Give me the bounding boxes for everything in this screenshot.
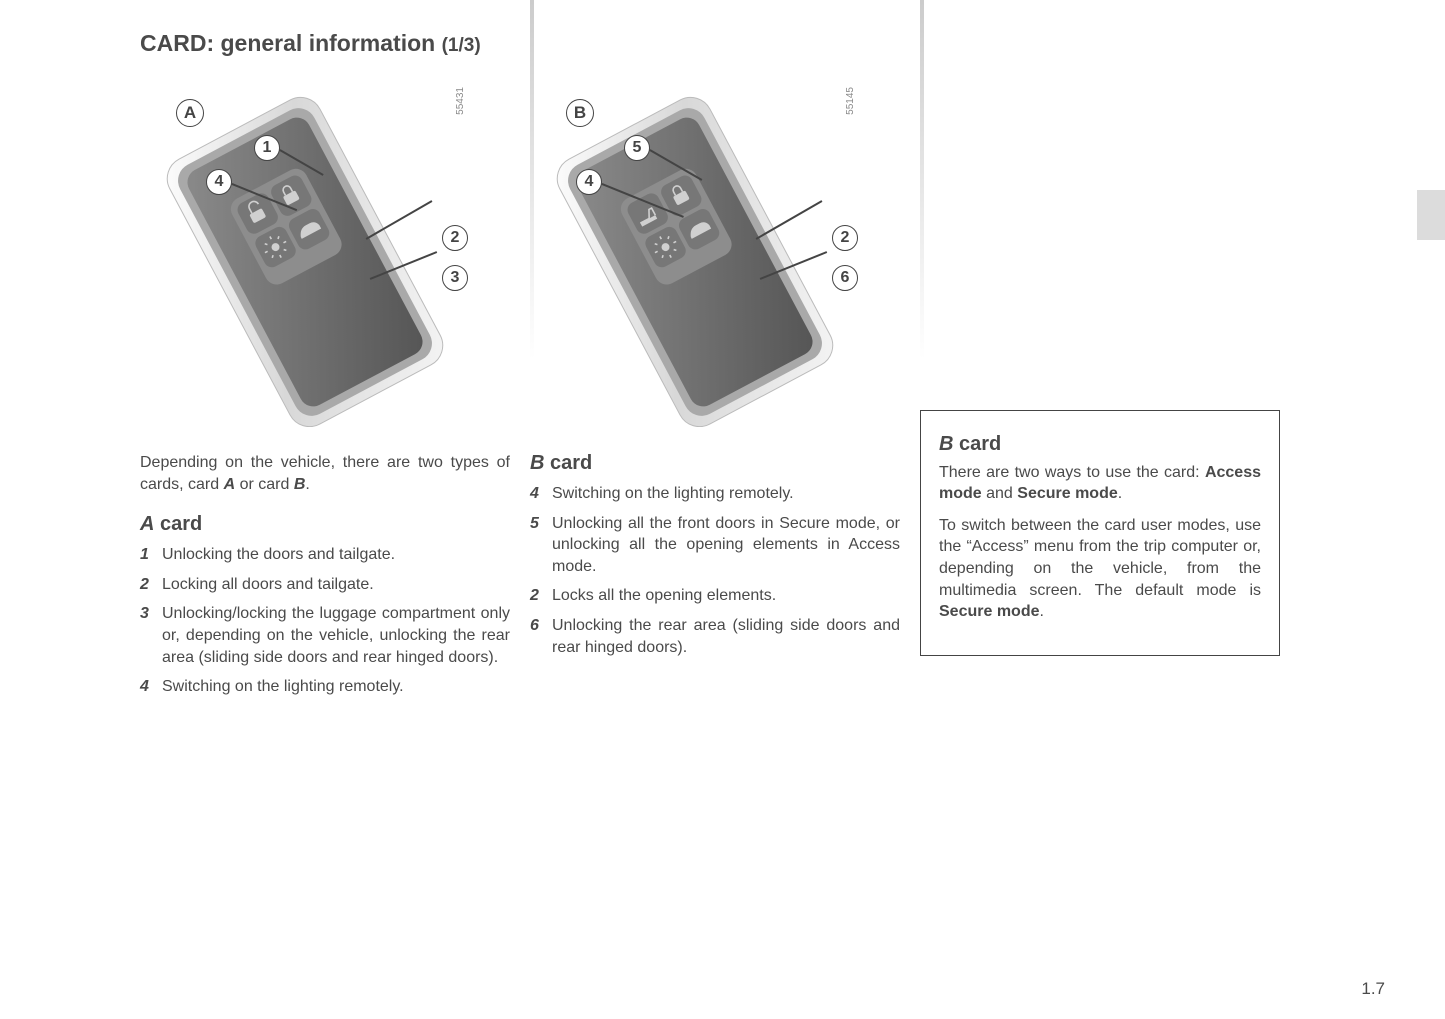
item-text: Locking all doors and tailgate. bbox=[162, 574, 374, 596]
item-text: Unlocking the doors and tailgate. bbox=[162, 544, 395, 566]
callout-b4: 4 bbox=[576, 169, 602, 195]
infobox-p1-mid: and bbox=[982, 485, 1018, 502]
intro-bold-b: B bbox=[294, 476, 306, 493]
list-item: 2 Locking all doors and tailgate. bbox=[140, 574, 510, 596]
list-item: 2 Locks all the opening elements. bbox=[530, 585, 900, 607]
list-item: 6Unlocking the rear area (sliding side d… bbox=[530, 615, 900, 658]
infobox-head-word: card bbox=[953, 433, 1001, 455]
a-head-word: card bbox=[154, 513, 202, 535]
infobox-p2-a: To switch between the card user modes, u… bbox=[939, 517, 1261, 599]
callout-a2: 2 bbox=[442, 225, 468, 251]
infobox-p2: To switch between the card user modes, u… bbox=[939, 515, 1261, 623]
callout-a1: 1 bbox=[254, 135, 280, 161]
callout-a4: 4 bbox=[206, 169, 232, 195]
infobox-p2-b: Secure mode bbox=[939, 603, 1039, 620]
item-number: 2 bbox=[530, 585, 544, 607]
intro-mid: or card bbox=[235, 476, 294, 493]
callout-a3: 3 bbox=[442, 265, 468, 291]
title-sub: (1/3) bbox=[442, 35, 481, 56]
item-number: 4 bbox=[530, 483, 544, 505]
a-head-letter: A bbox=[140, 513, 154, 535]
page-title: CARD: general information (1/3) bbox=[140, 30, 1385, 57]
page-number: 1.7 bbox=[1361, 979, 1385, 999]
list-item: 3Unlocking/locking the luggage compartme… bbox=[140, 603, 510, 668]
column-b: B 55145 5 4 2 6 B card 4 Switching on the… bbox=[530, 77, 910, 706]
figure-b: B 55145 5 4 2 6 bbox=[530, 77, 860, 432]
infobox-p1-a: There are two ways to use the card: bbox=[939, 464, 1205, 481]
infobox-heading: B card bbox=[939, 433, 1261, 456]
infobox-p1-end: . bbox=[1118, 485, 1122, 502]
infobox-b-card: B card There are two ways to use the car… bbox=[920, 410, 1280, 656]
item-text: Locks all the opening elements. bbox=[552, 585, 776, 607]
item-number: 6 bbox=[530, 615, 544, 658]
item-text: Unlocking/locking the luggage compartmen… bbox=[162, 603, 510, 668]
figure-a-label: A bbox=[176, 99, 204, 127]
callout-b5: 5 bbox=[624, 135, 650, 161]
item-text: Unlocking the rear area (sliding side do… bbox=[552, 615, 900, 658]
item-number: 4 bbox=[140, 676, 154, 698]
list-item: 5Unlocking all the front doors in Secure… bbox=[530, 513, 900, 578]
list-item: 4 Switching on the lighting remotely. bbox=[140, 676, 510, 698]
infobox-p1: There are two ways to use the card: Acce… bbox=[939, 462, 1261, 505]
b-head-letter: B bbox=[530, 452, 544, 474]
infobox-head-letter: B bbox=[939, 433, 953, 455]
item-text: Unlocking all the front doors in Secure … bbox=[552, 513, 900, 578]
intro-a: Depending on the vehicle, there are two … bbox=[140, 454, 510, 493]
intro-end: . bbox=[305, 476, 309, 493]
item-number: 3 bbox=[140, 603, 154, 668]
card-a-illustration bbox=[140, 77, 470, 427]
columns: A 55431 1 4 2 3 Depending on the vehicle… bbox=[140, 77, 1385, 706]
infobox-p1-b2: Secure mode bbox=[1017, 485, 1117, 502]
list-item: 1 Unlocking the doors and tailgate. bbox=[140, 544, 510, 566]
item-text: Switching on the lighting remotely. bbox=[552, 483, 794, 505]
figure-a: A 55431 1 4 2 3 bbox=[140, 77, 470, 432]
title-main: CARD: general information bbox=[140, 30, 442, 56]
intro-bold-a: A bbox=[224, 476, 236, 493]
infobox-p2-end: . bbox=[1039, 603, 1043, 620]
b-head-word: card bbox=[544, 452, 592, 474]
a-card-heading: A card bbox=[140, 513, 510, 536]
item-number: 2 bbox=[140, 574, 154, 596]
callout-b6: 6 bbox=[832, 265, 858, 291]
figure-b-imgno: 55145 bbox=[845, 87, 856, 115]
figure-a-imgno: 55431 bbox=[455, 87, 466, 115]
item-number: 5 bbox=[530, 513, 544, 578]
item-text: Switching on the lighting remotely. bbox=[162, 676, 404, 698]
column-c: B card There are two ways to use the car… bbox=[920, 77, 1300, 706]
figure-b-label: B bbox=[566, 99, 594, 127]
callout-b2: 2 bbox=[832, 225, 858, 251]
item-number: 1 bbox=[140, 544, 154, 566]
thumb-tab bbox=[1417, 190, 1445, 240]
card-b-illustration bbox=[530, 77, 860, 427]
list-item: 4 Switching on the lighting remotely. bbox=[530, 483, 900, 505]
column-a: A 55431 1 4 2 3 Depending on the vehicle… bbox=[140, 77, 520, 706]
b-card-heading: B card bbox=[530, 452, 900, 475]
intro-text: Depending on the vehicle, there are two … bbox=[140, 452, 510, 495]
b-card-list: 4 Switching on the lighting remotely. 5Unl… bbox=[530, 483, 900, 658]
a-card-list: 1 Unlocking the doors and tailgate. 2 Locki… bbox=[140, 544, 510, 698]
